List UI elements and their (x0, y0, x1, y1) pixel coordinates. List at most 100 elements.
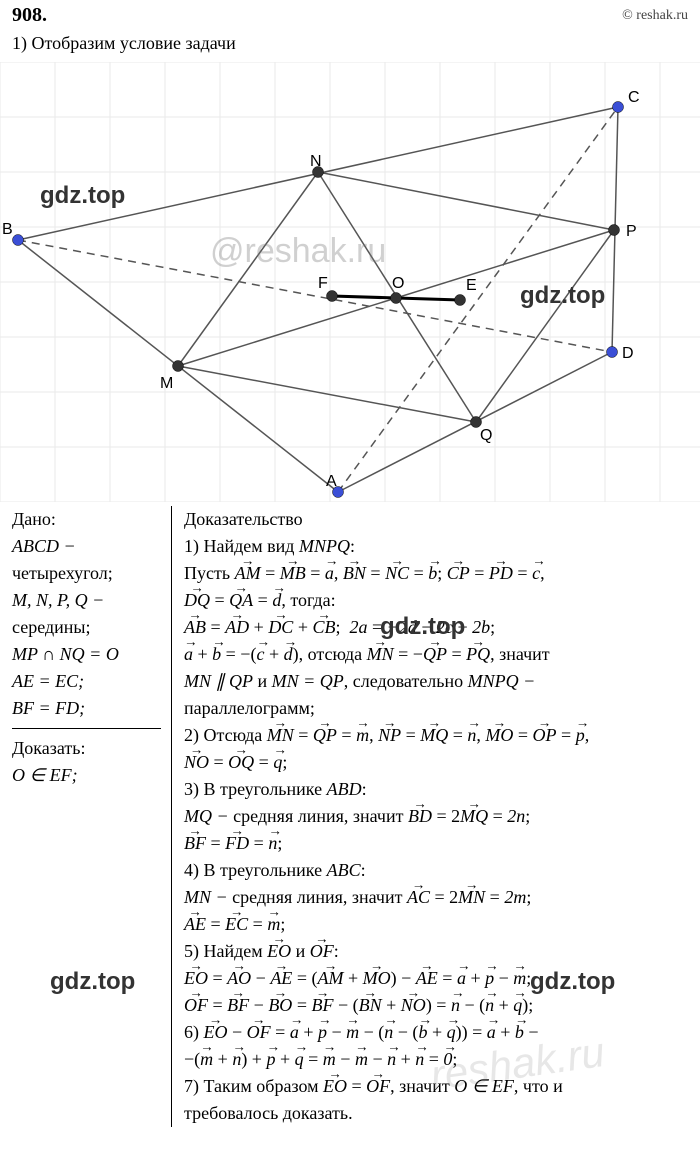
v-a: a (325, 560, 334, 587)
p7c: : (362, 779, 367, 799)
copyright: © reshak.ru (622, 8, 688, 24)
p6mq: MQ (420, 722, 448, 749)
p5e: MNPQ − (468, 671, 536, 691)
geometry-diagram: ABCDMNPQOEF gdz.topgdz.top@reshak.ru (0, 62, 700, 502)
p17n: n (232, 1046, 241, 1073)
p6mo: MO (485, 722, 513, 749)
p11mn: MN (458, 884, 485, 911)
v-cp: CP (447, 560, 470, 587)
v-pd: PD (489, 560, 513, 587)
given-column: Дано: ABCD − четырехугол; M, N, P, Q − с… (12, 506, 172, 1127)
p5a: MN ∥ QP (184, 671, 253, 691)
v-nc: NC (385, 560, 409, 587)
svg-text:F: F (318, 275, 328, 292)
p11m2: 2m (504, 887, 526, 907)
p4txt: , отсюда (299, 644, 367, 664)
svg-text:N: N (310, 153, 322, 170)
p4c: c (256, 641, 264, 668)
p17m: m (200, 1046, 213, 1073)
p4end: , значит (490, 644, 550, 664)
p6p: p (576, 722, 585, 749)
proof-9: BF = FD = n; (184, 830, 688, 857)
proof-17: −(m + n) + p + q = m − m − n + n = 0; (184, 1046, 688, 1073)
given-ae: AE = EC; (12, 668, 161, 695)
proof-16: 6) EO − OF = a + p − m − (n − (b + q)) =… (184, 1019, 688, 1046)
given-mid: середины; (12, 614, 161, 641)
header: 908. © reshak.ru (0, 0, 700, 31)
p5d: , следовательно (344, 671, 468, 691)
proof-10: 4) В треугольнике ABC: (184, 857, 688, 884)
p7: 3) В треугольнике (184, 779, 327, 799)
proof-12: AE = EC = m; (184, 911, 688, 938)
p18b: , значит (390, 1076, 454, 1096)
p4qp: QP (423, 641, 447, 668)
p10abc: ABC (327, 860, 361, 880)
svg-text:B: B (2, 221, 13, 238)
proof-6b: NO = OQ = q; (184, 749, 688, 776)
proof-4: a + b = −(c + d), отсюда MN = −QP = PQ, … (184, 641, 688, 668)
proof-7: 3) В треугольнике ABD: (184, 776, 688, 803)
given-mnpq: M, N, P, Q − (12, 590, 104, 610)
v-ad: AD (225, 614, 249, 641)
p4a: a (184, 641, 193, 668)
p9fd: FD (225, 830, 249, 857)
svg-text:O: O (392, 275, 404, 292)
svg-text:C: C (628, 89, 640, 106)
v-cb: CB (312, 614, 335, 641)
given-quad: четырехугол; (12, 560, 161, 587)
p6op: OP (533, 722, 557, 749)
p8b: средняя линия, значит (233, 806, 408, 826)
svg-text:E: E (466, 277, 477, 294)
proof-14: EO = AO − AE = (AM + MO) − AE = a + p − … (184, 965, 688, 992)
toprove-title: Доказать: (12, 735, 161, 762)
svg-text:A: A (326, 473, 337, 490)
proof-column: Доказательство 1) Найдем вид MNPQ: Пусть… (172, 506, 688, 1127)
proof-5: MN ∥ QP и MN = QP, следовательно MNPQ − (184, 668, 688, 695)
p11b: средняя линия, значит (232, 887, 407, 907)
p9bf: BF (184, 830, 206, 857)
separator (12, 728, 161, 729)
step-1-text: 1) Отобразим условие задачи (0, 31, 700, 62)
p5b: и (253, 671, 272, 691)
proof-11: MN − средняя линия, значит AC = 2MN = 2m… (184, 884, 688, 911)
problem-number: 908. (12, 4, 47, 27)
p11ac: AC (407, 884, 430, 911)
p12ec: EC (225, 911, 248, 938)
given-title: Дано: (12, 506, 161, 533)
v-b: b (428, 560, 437, 587)
p3-2a: 2a (350, 617, 368, 637)
p6no: NO (184, 749, 209, 776)
v-c: c (532, 560, 540, 587)
p6n: n (467, 722, 476, 749)
p4b: b (212, 641, 221, 668)
p5c: MN = QP (272, 671, 344, 691)
p17z: 0 (443, 1046, 452, 1073)
svg-text:Q: Q (480, 427, 492, 444)
p12ae: AE (184, 911, 206, 938)
p6qp: QP (313, 722, 337, 749)
given-abcd: ABCD − (12, 536, 76, 556)
proof-18: 7) Таким образом EO = OF, значит O ∈ EF,… (184, 1073, 688, 1100)
p6oq: OQ (228, 749, 254, 776)
p16vb2: b (515, 1019, 524, 1046)
p18a: 7) Таким образом (184, 1076, 323, 1096)
proof-title: Доказательство (184, 506, 688, 533)
proof-8: MQ − средняя линия, значит BD = 2MQ = 2n… (184, 803, 688, 830)
p18c: O ∈ EF (454, 1076, 514, 1096)
svg-text:D: D (622, 345, 634, 362)
p10c: : (361, 860, 366, 880)
p16va2: a (487, 1019, 496, 1046)
p4d: d (284, 641, 293, 668)
p4mn: MN (367, 641, 394, 668)
proof-2b: DQ = QA = d, тогда: (184, 587, 688, 614)
p6np: NP (378, 722, 401, 749)
v-bn: BN (343, 560, 366, 587)
p17p: p (266, 1046, 275, 1073)
p10: 4) В треугольнике (184, 860, 327, 880)
p8n2: 2n (507, 806, 525, 826)
proof-2a: Пусть AM = MB = a, BN = NC = b; CP = PD … (184, 560, 688, 587)
p6q: q (273, 749, 282, 776)
given-intersect: MP ∩ NQ = O (12, 641, 161, 668)
p18d: , что и (514, 1076, 563, 1096)
proof-18e: требовалось доказать. (184, 1100, 688, 1127)
